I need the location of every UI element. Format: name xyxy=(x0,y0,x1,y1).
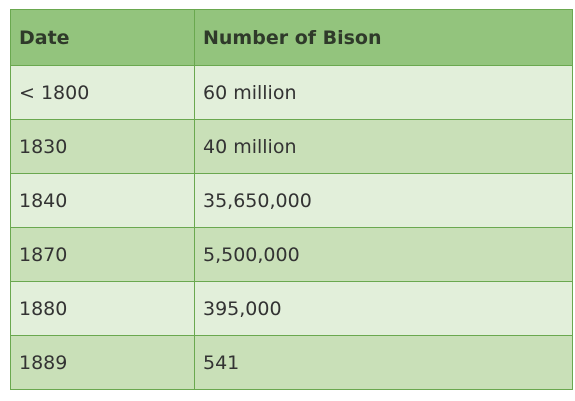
column-header-number-of-bison: Number of Bison xyxy=(194,9,573,66)
date-cell: 1889 xyxy=(10,335,195,390)
table-row: 1840 35,650,000 xyxy=(10,173,573,228)
bison-count-cell: 5,500,000 xyxy=(194,227,573,282)
table-row: < 1800 60 million xyxy=(10,65,573,120)
date-cell: < 1800 xyxy=(10,65,195,120)
table-row: 1889 541 xyxy=(10,335,573,390)
bison-count-cell: 60 million xyxy=(194,65,573,120)
date-cell: 1840 xyxy=(10,173,195,228)
bison-count-cell: 541 xyxy=(194,335,573,390)
date-cell: 1830 xyxy=(10,119,195,174)
bison-count-cell: 395,000 xyxy=(194,281,573,336)
date-cell: 1880 xyxy=(10,281,195,336)
table-row: 1880 395,000 xyxy=(10,281,573,336)
bison-population-table: Date Number of Bison < 1800 60 million 1… xyxy=(10,9,573,390)
column-header-date: Date xyxy=(10,9,195,66)
date-cell: 1870 xyxy=(10,227,195,282)
bison-count-cell: 40 million xyxy=(194,119,573,174)
table-header-row: Date Number of Bison xyxy=(10,9,573,66)
table-row: 1830 40 million xyxy=(10,119,573,174)
table-row: 1870 5,500,000 xyxy=(10,227,573,282)
bison-count-cell: 35,650,000 xyxy=(194,173,573,228)
